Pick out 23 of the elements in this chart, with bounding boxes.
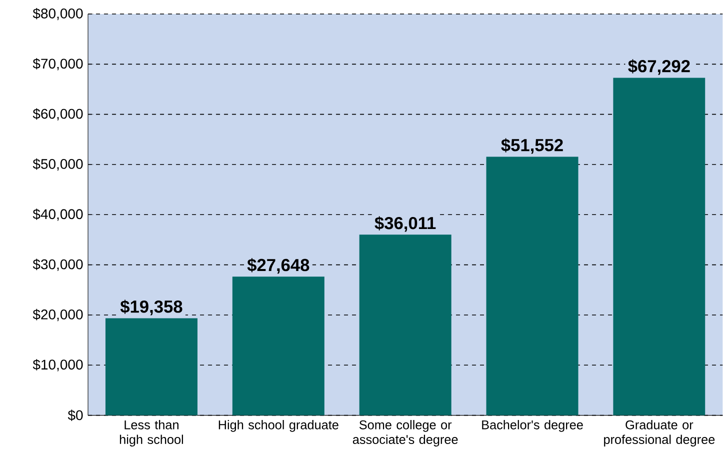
y-tick-label: $20,000 <box>32 308 83 322</box>
x-tick-label: High school graduate <box>218 420 338 432</box>
y-tick-label: $80,000 <box>32 8 83 20</box>
y-tick-label: $10,000 <box>32 359 83 372</box>
x-tick-label: Graduate or professional degree <box>604 420 715 447</box>
data-label: $36,011 <box>374 216 436 232</box>
y-tick-label: $60,000 <box>32 108 83 120</box>
y-tick-label: $40,000 <box>32 208 83 221</box>
y-tick-label: $30,000 <box>32 258 83 271</box>
y-tick-label: $0 <box>68 410 83 421</box>
bar <box>105 318 198 416</box>
data-label: $51,552 <box>501 138 563 154</box>
data-label: $67,292 <box>628 59 690 75</box>
data-label: $19,358 <box>120 300 182 316</box>
bar <box>232 276 324 416</box>
bar <box>613 78 706 416</box>
y-tick-label: $70,000 <box>32 58 83 70</box>
data-label: $27,648 <box>247 258 310 274</box>
x-tick-label: Less than high school <box>120 420 183 447</box>
bar <box>359 234 452 416</box>
x-tick-label: Some college or associate's degree <box>352 420 458 447</box>
y-tick-label: $50,000 <box>32 158 83 171</box>
x-tick-label: Bachelor's degree <box>482 420 583 432</box>
